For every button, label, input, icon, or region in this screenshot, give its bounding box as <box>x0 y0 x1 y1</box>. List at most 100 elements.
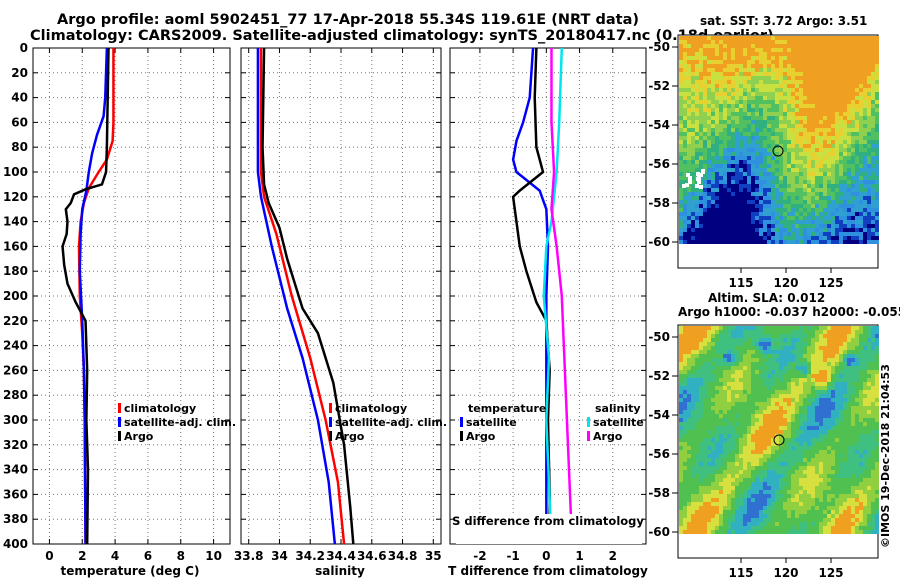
sst-cell <box>699 152 703 156</box>
sla-cell <box>839 330 843 334</box>
sla-cell <box>875 454 879 458</box>
sla-cell <box>795 462 799 466</box>
t-difference-tick-labels: -2 -1 0 1 2 <box>473 549 617 563</box>
sst-cell <box>687 236 691 240</box>
sla-cell <box>863 442 867 446</box>
sla-cell <box>787 342 791 346</box>
sst-cell <box>735 72 739 76</box>
sst-cell <box>799 172 803 176</box>
sst-cell <box>715 236 719 240</box>
sst-cell <box>755 168 759 172</box>
sla-cell <box>703 350 707 354</box>
sla-cell <box>863 346 867 350</box>
sla-cell <box>735 462 739 466</box>
sst-cell <box>791 148 795 152</box>
sla-cell <box>851 454 855 458</box>
sst-cell <box>815 184 819 188</box>
sst-cell <box>807 160 811 164</box>
sst-cell <box>827 48 831 52</box>
sla-cell <box>843 418 847 422</box>
sst-cell <box>823 88 827 92</box>
sla-cell <box>815 354 819 358</box>
sst-cell <box>859 184 863 188</box>
sst-cell <box>683 92 687 96</box>
sst-cell <box>719 212 723 216</box>
sst-cell <box>743 100 747 104</box>
sst-cell <box>871 68 875 72</box>
sla-cell <box>859 342 863 346</box>
sla-cell <box>799 422 803 426</box>
sst-cell <box>815 128 819 132</box>
sst-cell <box>811 84 815 88</box>
sla-cell <box>739 338 743 342</box>
sst-cell <box>875 164 879 168</box>
sla-cell <box>719 366 723 370</box>
sst-cell <box>707 160 711 164</box>
sst-cell <box>827 148 831 152</box>
sst-cell <box>743 116 747 120</box>
sla-cell <box>731 374 735 378</box>
sla-cell <box>691 394 695 398</box>
sla-cell <box>763 478 767 482</box>
sla-cell <box>839 326 843 330</box>
sla-cell <box>783 378 787 382</box>
sla-cell <box>771 354 775 358</box>
sla-cell <box>723 370 727 374</box>
sla-cell <box>791 350 795 354</box>
sst-cell <box>851 232 855 236</box>
sst-cell <box>791 128 795 132</box>
sst-cell <box>819 184 823 188</box>
sla-cell <box>871 470 875 474</box>
legend-argo: Argo <box>124 430 154 443</box>
sst-cell <box>763 192 767 196</box>
sla-cell <box>847 382 851 386</box>
sst-cell <box>691 184 695 188</box>
sst-cell <box>787 132 791 136</box>
sla-cell <box>811 338 815 342</box>
sst-cell <box>803 164 807 168</box>
sla-cell <box>747 370 751 374</box>
sla-cell <box>799 366 803 370</box>
sst-cell <box>691 40 695 44</box>
sla-cell <box>771 378 775 382</box>
sst-cell <box>827 140 831 144</box>
sst-cell <box>831 84 835 88</box>
sla-cell <box>855 426 859 430</box>
sla-cell <box>795 342 799 346</box>
sla-cell <box>679 374 683 378</box>
sst-cell <box>779 80 783 84</box>
sst-cell <box>803 56 807 60</box>
sst-cell <box>703 100 707 104</box>
sst-cell <box>831 148 835 152</box>
sst-cell <box>747 228 751 232</box>
sst-cell <box>807 112 811 116</box>
sla-cell <box>859 358 863 362</box>
sla-cell <box>867 434 871 438</box>
sst-cell <box>743 160 747 164</box>
sst-cell <box>827 232 831 236</box>
sla-cell <box>827 482 831 486</box>
sst-cell <box>691 152 695 156</box>
sst-cell <box>695 92 699 96</box>
sla-cell <box>783 434 787 438</box>
sst-cell <box>723 56 727 60</box>
sst-cell <box>679 136 683 140</box>
sst-cell <box>795 112 799 116</box>
sla-cell <box>735 486 739 490</box>
sla-cell <box>847 474 851 478</box>
sst-cell <box>875 168 879 172</box>
sla-cell <box>847 386 851 390</box>
sst-cell <box>715 168 719 172</box>
sla-cell <box>823 366 827 370</box>
sla-cell <box>767 458 771 462</box>
sst-cell <box>843 200 847 204</box>
sst-cell <box>719 228 723 232</box>
sst-cell <box>875 52 879 56</box>
sla-cell <box>723 462 727 466</box>
sst-cell <box>727 80 731 84</box>
sla-cell <box>823 482 827 486</box>
sla-cell <box>835 350 839 354</box>
sst-cell <box>855 84 859 88</box>
sst-cell <box>811 236 815 240</box>
sst-cell <box>867 172 871 176</box>
